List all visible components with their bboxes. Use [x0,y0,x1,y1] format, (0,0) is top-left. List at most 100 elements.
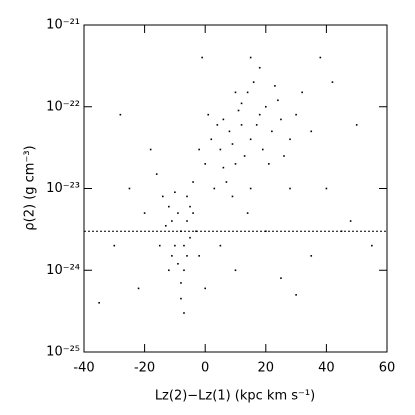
point [201,56,203,59]
point [228,130,231,133]
x-tick-label: -40 [73,361,94,376]
point [192,212,194,214]
point [310,255,313,257]
point [252,81,255,83]
point [207,113,210,116]
point [186,220,188,222]
point [128,187,131,190]
point [177,212,179,214]
point [168,269,170,272]
point [310,130,313,133]
point [177,262,179,265]
point [198,255,200,257]
point [234,91,237,94]
x-tick-label: 40 [318,361,335,376]
point [219,148,222,151]
point [355,124,358,126]
point [143,212,146,214]
point [155,173,158,175]
point [319,56,322,59]
point [246,212,249,214]
point [261,148,264,151]
point [158,244,161,247]
y-tick-label: 10⁻²⁵ [46,345,80,360]
point [186,195,188,198]
point [277,99,279,102]
point [165,224,167,227]
point [231,195,234,198]
point [271,130,273,133]
point [183,269,185,272]
point [183,312,185,314]
point [289,187,291,190]
x-tick-label: -20 [134,361,155,376]
point [258,66,261,69]
y-tick-label: 10⁻²¹ [46,18,80,33]
point [222,166,225,169]
point [210,138,213,141]
point [289,138,291,141]
point [219,244,222,247]
point [222,118,225,121]
point [280,118,282,121]
point [255,124,258,126]
point [213,187,216,190]
point [325,187,328,190]
x-tick-label: 0 [201,361,209,376]
point [174,244,176,247]
point [295,113,297,116]
point [234,163,237,165]
point [189,205,191,208]
x-axis-label: Lz(2)−Lz(1) (kpc km s⁻¹) [155,389,315,404]
point [216,124,219,126]
x-tick-label: 20 [258,361,275,376]
point [249,187,252,190]
point [265,105,267,108]
point [180,297,182,300]
point [149,148,152,151]
point [331,81,334,83]
point [283,155,285,157]
point [171,220,173,222]
point [258,113,261,116]
point [119,113,122,116]
point [295,294,297,296]
point [234,269,237,272]
point [371,244,373,247]
y-tick-label: 10⁻²⁴ [46,263,80,278]
point [171,255,173,257]
point [168,205,170,208]
point [180,282,182,284]
point [301,91,303,94]
point [240,102,243,105]
point [137,287,140,290]
point [186,255,188,257]
y-tick-label: 10⁻²³ [46,181,80,196]
y-tick-label: 10⁻²² [46,99,80,114]
point [268,163,270,165]
point [280,277,282,279]
point [249,56,252,59]
point [161,195,164,198]
point [274,85,276,87]
point [192,181,194,183]
point [249,138,252,141]
point [189,236,191,239]
point [237,109,240,112]
point [113,244,116,247]
x-tick-label: 60 [379,361,396,376]
point [246,91,249,94]
point [183,244,185,247]
point [198,148,200,151]
point [243,155,246,157]
point [240,124,243,126]
point [204,163,206,165]
point [225,181,228,183]
point [98,301,100,304]
y-axis-label: ρ(2) (g cm⁻³) [23,145,38,230]
point [349,220,352,222]
point [174,191,176,194]
point [231,143,234,145]
point [204,287,206,290]
